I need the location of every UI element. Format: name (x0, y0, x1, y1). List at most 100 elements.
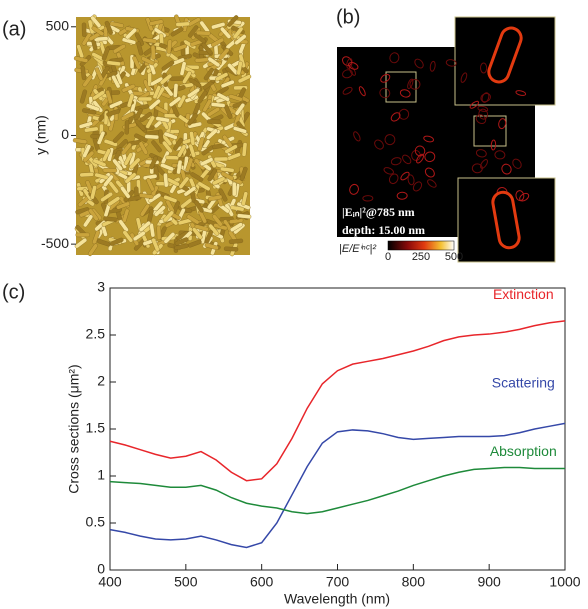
nanorod (187, 87, 200, 98)
nanorod (123, 152, 133, 166)
nanorod (230, 205, 245, 212)
nanorod (142, 37, 157, 44)
hotspot (480, 62, 488, 74)
nanorod (154, 205, 166, 217)
nanorod (159, 73, 172, 85)
nanorod (178, 176, 190, 189)
y-tick-label: 1 (97, 467, 105, 483)
nanorod (160, 163, 174, 172)
hotspot (390, 157, 402, 166)
nanorod (207, 56, 221, 67)
nanorod (228, 238, 244, 244)
y-tick-label: 1.5 (86, 420, 106, 436)
nanorod (241, 191, 248, 206)
nanorod (106, 60, 121, 67)
nanorod (126, 93, 135, 108)
nanorod (80, 65, 87, 81)
hotspot (515, 90, 527, 96)
nanorod (218, 48, 230, 60)
hotspot (348, 65, 356, 76)
plot-frame (109, 287, 566, 571)
nanorod (188, 77, 202, 88)
nanorod (151, 237, 160, 252)
hotspot (501, 163, 512, 175)
nanorod (207, 107, 220, 117)
nanorod (104, 20, 113, 35)
hotspot (515, 190, 525, 202)
hotspot (383, 167, 394, 175)
hotspot (490, 139, 497, 151)
nanorods (72, 14, 252, 257)
panel-label: (a) (2, 18, 26, 40)
nanorod (213, 156, 229, 162)
series-label: Absorption (490, 443, 557, 459)
nanorod (162, 140, 173, 154)
y-tick-label: 3 (97, 279, 105, 295)
hotspot (512, 158, 522, 169)
hotspot (374, 139, 384, 150)
nanorod (84, 126, 99, 133)
nanorod (173, 83, 179, 98)
nanorod (236, 61, 243, 76)
nanorod (183, 186, 197, 197)
nanorod (175, 21, 190, 27)
inset-rod (487, 26, 523, 84)
nanorod (169, 76, 185, 82)
colorbar-tick-label: 0 (385, 251, 391, 263)
nanorod (129, 157, 141, 170)
nanorod (236, 213, 252, 219)
nanorod (102, 168, 118, 173)
hotspot (414, 145, 426, 157)
nanorod (103, 174, 114, 187)
nanorod (79, 172, 94, 178)
nanorod (112, 131, 125, 143)
nanorod (94, 67, 104, 81)
nanorod (220, 26, 232, 39)
nanorod (187, 113, 198, 126)
nanorod (182, 70, 192, 84)
nanorod (237, 74, 252, 84)
colorbar (387, 240, 455, 251)
nanorod (109, 237, 124, 246)
nanorod (186, 214, 200, 225)
nanorod (116, 201, 130, 210)
nanorod (233, 126, 247, 134)
nanorod (203, 67, 214, 81)
nanorod (149, 155, 158, 170)
nanorod (223, 246, 239, 252)
nanorod (211, 102, 226, 108)
hotspot (481, 92, 490, 103)
nanorod (234, 103, 245, 116)
hotspot (519, 192, 530, 202)
x-tick-label: 600 (250, 574, 274, 590)
nanorod (121, 37, 136, 45)
nanorod (232, 181, 237, 197)
nanorod (81, 32, 92, 46)
hotspot (400, 171, 410, 181)
zoom-box (385, 71, 417, 103)
nanorod (170, 27, 184, 37)
hotspot (362, 195, 374, 202)
hotspot (469, 100, 480, 109)
nanorod (134, 133, 148, 143)
nanorod (103, 216, 118, 222)
y-tick-label: 2.5 (86, 326, 106, 342)
hotspot (348, 62, 359, 70)
nanorod (197, 137, 205, 152)
nanorod (82, 144, 92, 158)
nanorod (87, 243, 98, 257)
annotation: |Eᵢₙ|²@785 nm (342, 205, 415, 219)
y-tick-label: 0 (61, 126, 69, 142)
nanorod (211, 22, 226, 30)
nanorod (150, 45, 156, 60)
y-tick-label: -500 (41, 235, 69, 251)
nanorod (106, 109, 121, 117)
nanorod (207, 168, 218, 182)
nanorod (193, 32, 206, 44)
nanorod (192, 227, 203, 240)
nanorod (214, 72, 229, 82)
nanorod (109, 21, 124, 28)
nanorod (86, 103, 100, 112)
nanorod (125, 28, 137, 40)
nanorod (196, 30, 211, 36)
